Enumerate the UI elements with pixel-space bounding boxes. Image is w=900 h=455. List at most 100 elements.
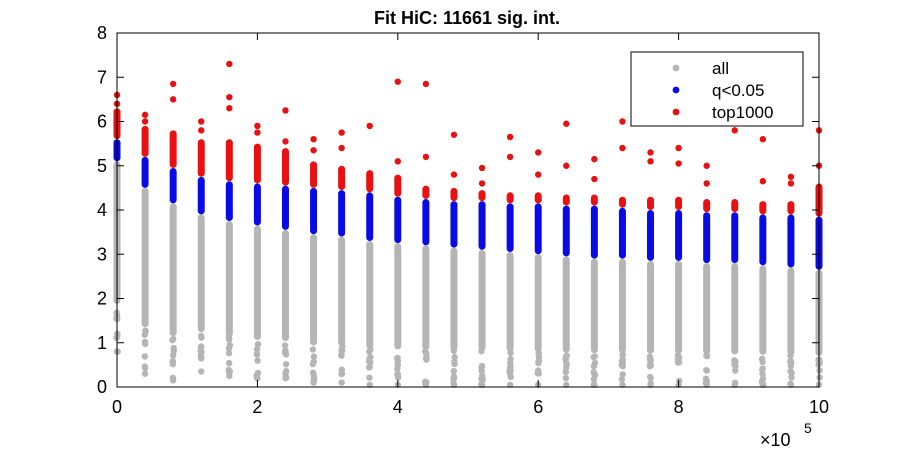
bin-17-q005 [590, 205, 598, 259]
bin-22-q005 [731, 212, 739, 264]
bin-11-top1000-outlier [422, 80, 430, 88]
bin-6-all-point [281, 342, 289, 349]
bin-8-top1000 [338, 165, 346, 191]
bin-3-all-min [198, 368, 205, 375]
bin-24-top1000 [787, 201, 795, 215]
bin-18-all-min [619, 381, 626, 388]
bin-2-top1000-outlier [169, 80, 177, 88]
bin-5-all-point [254, 341, 262, 348]
bin-4-all-point [225, 359, 233, 367]
bin-20-top1000-outlier [675, 160, 682, 167]
bin-17-all-min [591, 381, 598, 388]
bin-5-top1000-outlier [254, 122, 261, 130]
bin-7-top1000-outlier [310, 136, 317, 143]
bin-18-all-point [619, 351, 626, 358]
bin-14-all [506, 252, 514, 352]
bin-25-all-point [816, 367, 823, 374]
bin-19-top1000-outlier [647, 158, 654, 165]
bin-7-all [310, 234, 318, 346]
bin-20-all-point [674, 359, 682, 366]
bin-18-q005 [618, 207, 626, 259]
bin-17-all-point [590, 353, 597, 361]
bin-17-all-point [590, 376, 598, 383]
bin-5-q005 [253, 183, 261, 226]
bin-24-all-point [787, 352, 794, 359]
bin-6-all-point [282, 367, 290, 375]
bin-10-top1000-outlier [394, 78, 401, 85]
bin-14-all-point [507, 362, 514, 370]
bin-22-all-min [731, 381, 738, 388]
axis-ticks: 0 2 4 6 8 10 0 1 2 3 4 5 6 7 8 [97, 23, 829, 417]
bin-21-all [703, 263, 711, 355]
bin-17-all [590, 258, 598, 354]
x-tick-label: 4 [393, 397, 403, 417]
bin-4-all-min [226, 372, 233, 380]
bin-6-all [281, 229, 289, 342]
bin-1-all [141, 187, 149, 328]
bin-5-all-point [253, 351, 261, 358]
bin-18-all-point [618, 376, 626, 383]
bin-10-top1000-outlier [394, 158, 401, 165]
bin-8-all [338, 236, 346, 347]
bin-24-top1000-outlier [787, 173, 795, 181]
bin-4-q005 [225, 181, 233, 222]
bin-4-all [225, 221, 233, 338]
bin-9-all [366, 240, 374, 349]
bin-15-top1000-outlier [535, 171, 542, 178]
bin-13-all-point [479, 372, 486, 379]
bin-4-all-point [226, 341, 234, 349]
bin-19-q005 [647, 210, 655, 261]
bin-21-all-point [703, 352, 710, 359]
bin-9-all-point [366, 374, 373, 381]
bin-15-q005 [534, 203, 542, 255]
bin-24-all-min [787, 381, 795, 388]
bin-1-q005 [141, 156, 149, 188]
bin-16-q005 [562, 205, 570, 257]
bin-17-all-point [590, 369, 597, 376]
bin-11-top1000 [422, 185, 430, 199]
bin-3-top1000-outlier [198, 127, 205, 134]
bin-12-top1000 [450, 187, 458, 202]
bin-0-all-point [113, 315, 120, 322]
bin-14-top1000-outlier [506, 153, 514, 161]
x-tick-label: 0 [112, 397, 122, 417]
bin-24-all-point [787, 368, 794, 375]
bin-9-q005 [366, 192, 374, 241]
bin-15-all-point [535, 370, 542, 377]
bin-10-all [394, 243, 402, 350]
bin-3-all-point [198, 343, 205, 350]
bin-7-all-point [309, 360, 317, 368]
y-tick-label: 5 [97, 156, 107, 176]
bin-2-all-point [169, 360, 177, 368]
bin-2-top1000-outlier [169, 96, 177, 103]
bin-14-q005 [506, 203, 514, 253]
legend: all q<0.05 top1000 [630, 51, 804, 127]
bin-16-all-min [563, 381, 570, 388]
bin-1-top1000-outlier [141, 118, 149, 125]
bin-1-all-min [141, 370, 149, 377]
bin-18-top1000-outlier [619, 118, 626, 125]
bin-3-top1000 [197, 139, 205, 177]
bin-12-all-point [450, 347, 458, 354]
bin-5-top1000-outlier [254, 129, 261, 136]
bin-12-all-point [451, 358, 458, 365]
bin-7-top1000-outlier [310, 147, 317, 154]
bin-10-q005 [394, 196, 402, 244]
bin-2-all-point [170, 347, 177, 355]
bin-23-all-point [759, 371, 766, 378]
bin-12-q005 [450, 201, 458, 248]
bin-14-all-point [507, 349, 514, 357]
bin-13-all-min [478, 381, 486, 388]
bin-17-top1000-outlier [591, 155, 598, 163]
bin-20-q005 [675, 210, 683, 261]
bin-9-all-point [367, 353, 374, 361]
bin-19-top1000-outlier [647, 149, 654, 156]
bin-1-top1000-outlier [141, 111, 149, 119]
y-tick-label: 3 [97, 244, 107, 264]
bin-6-q005 [281, 185, 289, 230]
bin-3-q005 [197, 176, 205, 215]
bin-6-all-point [282, 351, 290, 358]
bin-12-all-min [450, 381, 458, 388]
bin-2-all-min [169, 377, 177, 384]
bin-12-top1000-outlier [450, 171, 458, 178]
